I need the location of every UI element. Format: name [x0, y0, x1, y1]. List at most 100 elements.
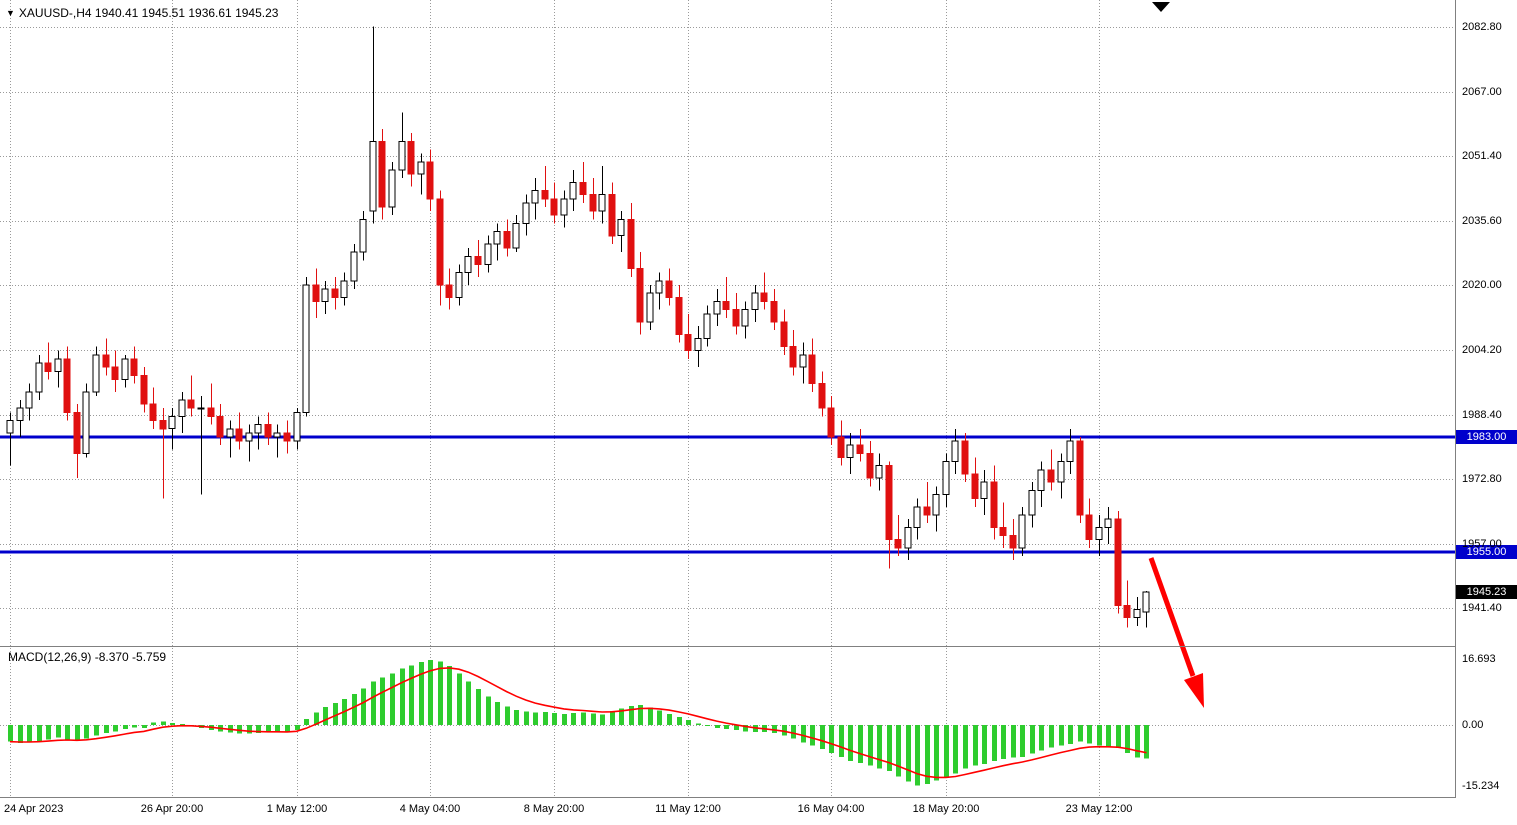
- macd-histogram-bar: [810, 725, 815, 746]
- candle-body: [627, 218, 635, 270]
- candle-body: [818, 383, 826, 409]
- candle-body: [665, 280, 673, 298]
- candle-body: [54, 358, 62, 372]
- macd-histogram-bar: [46, 725, 51, 740]
- time-axis-label: 18 May 20:00: [912, 803, 980, 815]
- candle-body: [684, 333, 692, 352]
- resistance-line-price-tag[interactable]: 1983.00: [1456, 430, 1517, 444]
- candle-body: [254, 424, 262, 434]
- macd-histogram-bar: [906, 725, 911, 782]
- price-axis-label: 1957.00: [1462, 538, 1502, 550]
- candle-body: [455, 272, 463, 298]
- time-axis-label: 24 Apr 2023: [4, 803, 64, 815]
- macd-histogram-bar: [1078, 725, 1083, 742]
- candle-body: [760, 292, 768, 302]
- macd-histogram-bar: [1059, 725, 1064, 746]
- candle-body: [722, 301, 730, 311]
- candle-body: [484, 243, 492, 265]
- candle-body: [436, 198, 444, 286]
- macd-histogram-bar: [1125, 725, 1130, 753]
- candle-body: [226, 428, 234, 438]
- candle-body: [1057, 461, 1065, 483]
- macd-histogram-bar: [858, 725, 863, 764]
- candle-body: [321, 288, 329, 302]
- candle-body: [207, 407, 215, 417]
- time-axis-label: 23 May 12:00: [1065, 803, 1133, 815]
- candle-body: [885, 465, 893, 541]
- candle-body: [140, 374, 148, 405]
- macd-histogram-bar: [1068, 725, 1073, 745]
- macd-histogram-bar: [495, 701, 500, 725]
- macd-histogram-bar: [123, 725, 128, 729]
- macd-histogram-bar: [868, 725, 873, 766]
- candle-body: [589, 194, 597, 212]
- candle-body: [531, 190, 539, 204]
- macd-histogram-bar: [734, 725, 739, 730]
- macd-histogram-bar: [552, 713, 557, 725]
- candle-body: [1047, 469, 1055, 483]
- macd-axis-label: 16.693: [1462, 653, 1496, 665]
- candle-body: [6, 420, 14, 434]
- chart-shift-marker-icon[interactable]: [1152, 2, 1170, 12]
- candle-body: [770, 301, 778, 323]
- candle-body: [980, 481, 988, 500]
- macd-histogram-bar: [170, 723, 175, 725]
- macd-histogram-bar: [915, 725, 920, 786]
- candle-body: [856, 444, 864, 454]
- candle-body: [25, 391, 33, 409]
- candle-body: [971, 473, 979, 499]
- macd-histogram-bar: [18, 725, 23, 743]
- macd-histogram-bar: [1039, 725, 1044, 751]
- candle-body: [63, 358, 71, 413]
- macd-histogram-bar: [629, 705, 634, 725]
- candle-body: [646, 292, 654, 323]
- time-axis-label: 8 May 20:00: [523, 803, 585, 815]
- candle-body: [780, 321, 788, 348]
- macd-histogram-bar: [295, 725, 300, 730]
- candle-body: [1085, 514, 1093, 541]
- macd-histogram-bar: [591, 713, 596, 725]
- macd-histogram-bar: [1020, 725, 1025, 757]
- macd-histogram-bar: [1049, 725, 1054, 748]
- macd-histogram-bar: [1087, 725, 1092, 744]
- time-axis[interactable]: 24 Apr 2023 26 Apr 20:00 1 May 12:00 4 May …: [0, 799, 1456, 825]
- candle-body: [608, 194, 616, 237]
- candle-body: [1066, 440, 1074, 463]
- candle-body: [789, 346, 797, 368]
- candle-body: [264, 424, 272, 438]
- macd-histogram-bar: [600, 714, 605, 725]
- candle-body: [522, 202, 530, 224]
- candle-body: [417, 161, 425, 175]
- candle-body: [340, 280, 348, 298]
- candle-body: [703, 313, 711, 339]
- macd-histogram-bar: [37, 725, 42, 741]
- macd-histogram-bar: [438, 661, 443, 725]
- macd-histogram-bar: [84, 725, 89, 739]
- symbol-ohlc-header: ▼ XAUUSD-,H4 1940.41 1945.51 1936.61 1945…: [6, 6, 278, 20]
- price-axis[interactable]: 1983.00 1955.00 1945.23 2082.80 2067.00 20…: [1456, 0, 1517, 798]
- trend-arrow-head-icon[interactable]: [1184, 673, 1204, 708]
- candle-body: [636, 268, 644, 323]
- price-axis-label: 2004.20: [1462, 344, 1502, 356]
- macd-histogram-bar: [953, 725, 958, 774]
- trend-arrow-shaft[interactable]: [1148, 557, 1196, 677]
- macd-histogram-bar: [514, 709, 519, 725]
- macd-histogram-bar: [791, 725, 796, 739]
- macd-histogram-bar: [610, 711, 615, 725]
- macd-histogram-bar: [180, 724, 185, 726]
- macd-histogram-bar: [696, 723, 701, 725]
- macd-histogram-bar: [323, 707, 328, 725]
- candle-body: [35, 362, 43, 393]
- candle-body: [445, 284, 453, 298]
- candle-body: [923, 506, 931, 516]
- macd-histogram-bar: [667, 713, 672, 725]
- candle-body: [503, 231, 511, 249]
- macd-histogram-bar: [944, 725, 949, 778]
- macd-histogram-bar: [161, 721, 166, 725]
- candle-body: [121, 358, 129, 380]
- candlestick-chart-area[interactable]: [0, 0, 1456, 799]
- support-line-price-tag[interactable]: 1955.00: [1456, 545, 1517, 559]
- candle-body: [1076, 440, 1084, 516]
- symbol-dropdown-icon[interactable]: ▼: [6, 8, 15, 18]
- candle-body: [359, 218, 367, 253]
